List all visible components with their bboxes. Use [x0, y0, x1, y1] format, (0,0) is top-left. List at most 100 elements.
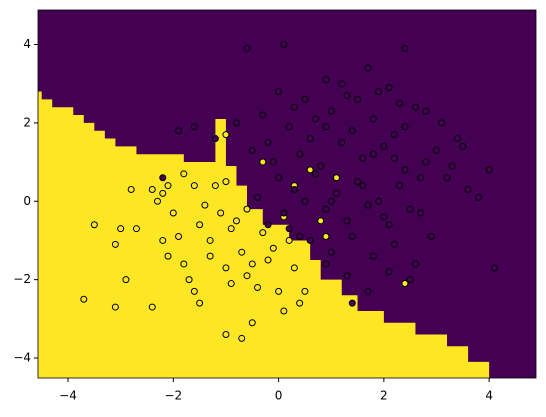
x-tick-label: −4	[59, 389, 77, 403]
point	[454, 135, 462, 143]
point	[380, 142, 388, 150]
point	[217, 209, 225, 217]
point	[417, 174, 425, 182]
point	[211, 135, 219, 143]
point	[280, 40, 288, 48]
point	[259, 111, 267, 119]
point	[201, 201, 209, 209]
point	[338, 80, 346, 88]
point	[280, 307, 288, 315]
point	[159, 236, 167, 244]
plot-area	[38, 10, 536, 378]
point	[301, 197, 309, 205]
point	[243, 272, 251, 280]
point	[364, 64, 372, 72]
point	[301, 287, 309, 295]
y-tick-label: −4	[13, 351, 31, 365]
point	[401, 166, 409, 174]
y-tick-label: 0	[23, 194, 31, 208]
point	[159, 174, 167, 182]
point	[327, 248, 335, 256]
point	[348, 127, 356, 135]
point	[485, 166, 493, 174]
point	[390, 154, 398, 162]
point	[222, 178, 230, 186]
point	[264, 256, 272, 264]
point	[196, 221, 204, 229]
point	[206, 236, 214, 244]
point	[359, 182, 367, 190]
point	[343, 217, 351, 225]
point	[343, 272, 351, 280]
point	[285, 225, 293, 233]
point	[227, 225, 235, 233]
point	[380, 213, 388, 221]
point	[259, 158, 267, 166]
point	[433, 146, 441, 154]
point	[164, 252, 172, 260]
point	[222, 131, 230, 139]
point	[238, 248, 246, 256]
point	[90, 221, 98, 229]
point	[80, 295, 88, 303]
point	[311, 170, 319, 178]
point	[122, 276, 130, 284]
point	[306, 236, 314, 244]
point	[190, 287, 198, 295]
point	[111, 240, 119, 248]
point	[153, 197, 161, 205]
point	[438, 119, 446, 127]
point	[385, 84, 393, 92]
point	[111, 303, 119, 311]
point	[464, 185, 472, 193]
point	[317, 162, 325, 170]
point	[269, 158, 277, 166]
point	[422, 107, 430, 115]
point	[254, 283, 262, 291]
point	[248, 260, 256, 268]
point	[317, 217, 325, 225]
point	[332, 189, 340, 197]
point	[248, 146, 256, 154]
point	[185, 276, 193, 284]
point	[348, 233, 356, 241]
point	[243, 205, 251, 213]
point	[411, 103, 419, 111]
point	[164, 182, 172, 190]
point	[311, 115, 319, 123]
point	[459, 142, 467, 150]
point	[369, 252, 377, 260]
point	[206, 252, 214, 260]
point	[180, 260, 188, 268]
point	[190, 123, 198, 131]
point	[401, 44, 409, 52]
point	[285, 123, 293, 131]
point	[396, 99, 404, 107]
point	[132, 225, 140, 233]
point	[148, 185, 156, 193]
point	[238, 334, 246, 342]
point	[427, 233, 435, 241]
point	[211, 182, 219, 190]
point	[275, 88, 283, 96]
point	[196, 299, 204, 307]
point	[411, 260, 419, 268]
point	[375, 88, 383, 96]
point	[169, 209, 177, 217]
point	[280, 209, 288, 217]
y-tick-label: 2	[23, 115, 31, 129]
point	[227, 280, 235, 288]
x-tick-label: 2	[380, 389, 388, 403]
point	[259, 229, 267, 237]
point	[364, 287, 372, 295]
point	[332, 174, 340, 182]
point	[338, 138, 346, 146]
point	[175, 127, 183, 135]
point	[296, 299, 304, 307]
point	[401, 280, 409, 288]
point	[348, 299, 356, 307]
x-tick-label: 0	[275, 389, 283, 403]
point	[390, 240, 398, 248]
point	[475, 193, 483, 201]
